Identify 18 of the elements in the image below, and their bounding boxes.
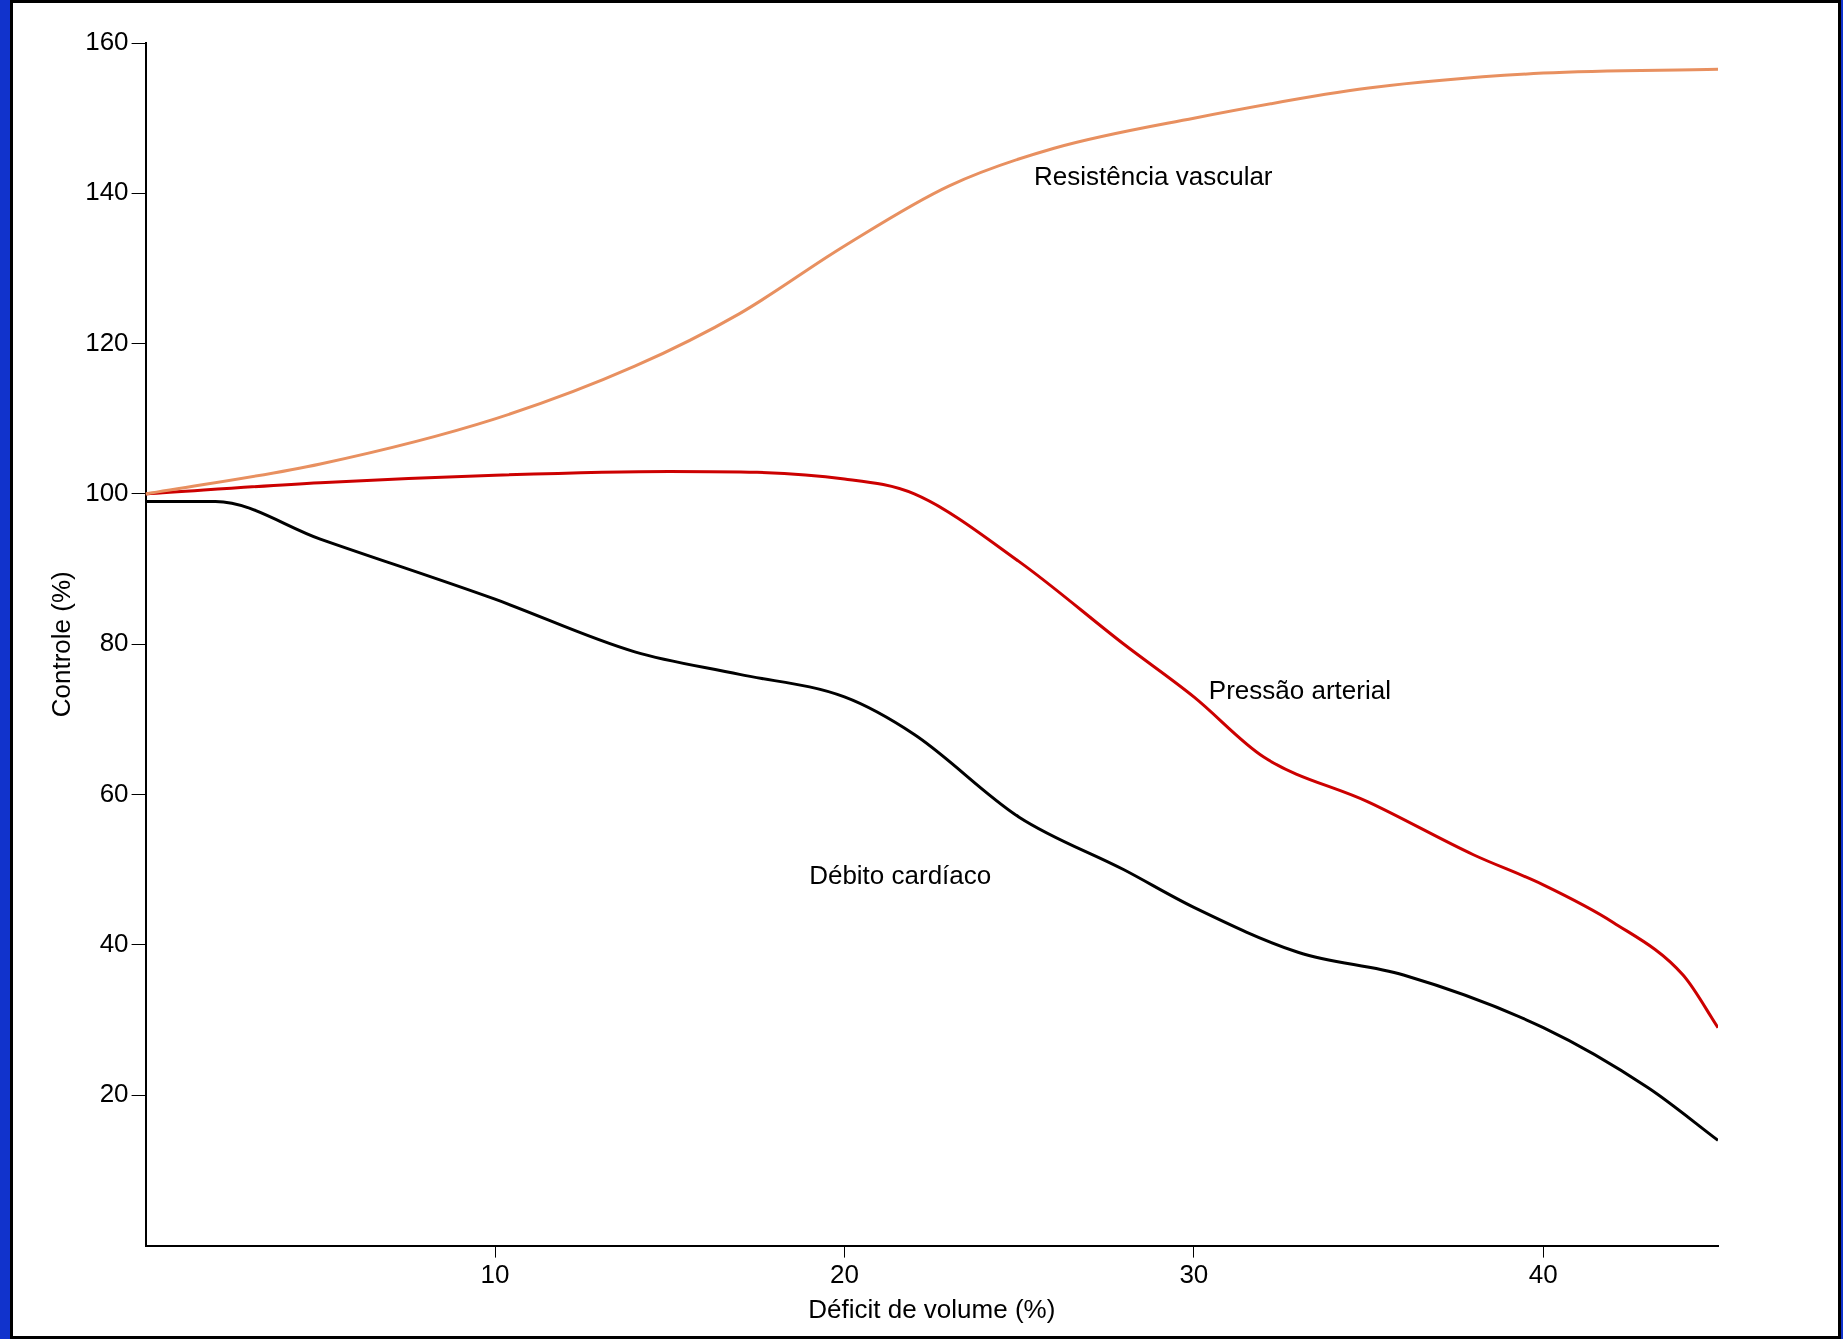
series-label: Resistência vascular xyxy=(1034,161,1273,192)
x-tick-label: 30 xyxy=(1179,1259,1209,1290)
y-tick-label: 140 xyxy=(85,176,129,207)
y-axis-title: Controle (%) xyxy=(45,571,76,718)
x-tick-label: 40 xyxy=(1528,1259,1558,1290)
y-tick-label: 100 xyxy=(85,477,129,508)
x-axis-title: Déficit de volume (%) xyxy=(808,1293,1056,1324)
y-tick-label: 160 xyxy=(85,26,129,57)
x-tick-label: 10 xyxy=(480,1259,510,1290)
series-label: Débito cardíaco xyxy=(809,860,992,891)
line-series xyxy=(145,67,1718,496)
y-tick-label: 120 xyxy=(85,326,129,357)
y-tick-label: 60 xyxy=(99,777,129,808)
y-tick-label: 20 xyxy=(99,1078,129,1109)
x-tick-label: 20 xyxy=(829,1259,859,1290)
y-tick-label: 80 xyxy=(99,627,129,658)
series-label: Pressão arterial xyxy=(1208,675,1391,706)
y-tick-label: 40 xyxy=(99,928,129,959)
